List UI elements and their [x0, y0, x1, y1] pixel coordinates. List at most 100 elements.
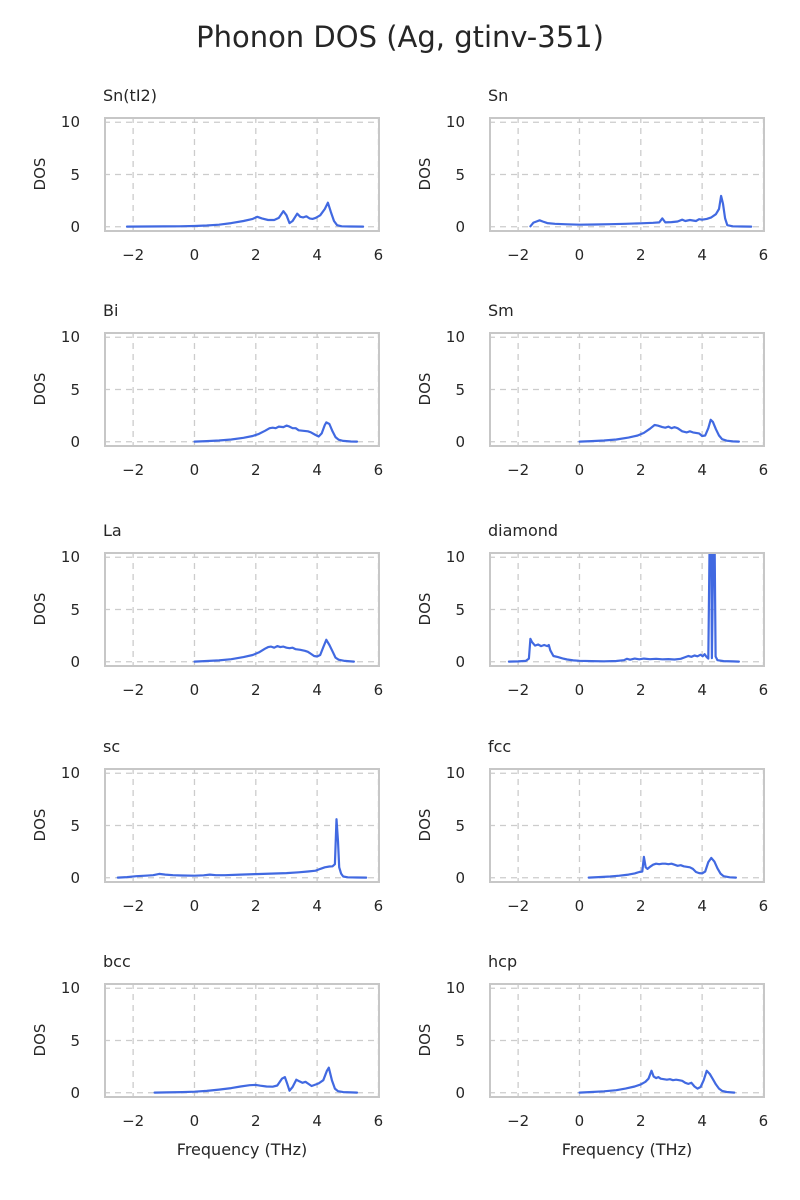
y-tick-label: 0	[70, 652, 80, 671]
dos-curve	[507, 552, 740, 663]
x-tick-label: 6	[373, 246, 384, 264]
axes-border	[489, 768, 765, 883]
subplot-title: bcc	[103, 952, 131, 971]
x-tick-label: 4	[312, 897, 322, 915]
x-tick-label: −2	[122, 461, 145, 479]
plot-area	[489, 332, 765, 447]
dos-curve	[153, 1066, 359, 1094]
plot-area	[489, 552, 765, 667]
axes-border	[489, 983, 765, 1098]
x-tick-label: 4	[697, 461, 707, 479]
y-tick-label: 5	[70, 165, 80, 184]
x-tick-label: 6	[758, 1112, 769, 1130]
dos-curve	[578, 1069, 736, 1094]
y-tick-label: 0	[70, 217, 80, 236]
axes-border	[489, 117, 765, 232]
x-tick-label: 2	[636, 681, 646, 699]
x-tick-label: −2	[507, 246, 530, 264]
y-tick-label: 0	[455, 432, 465, 451]
x-tick-label: 6	[758, 897, 769, 915]
x-tick-label: 0	[189, 246, 200, 264]
dos-curve	[116, 818, 368, 879]
x-tick-label: 4	[312, 1112, 322, 1130]
axes-border	[489, 332, 765, 447]
subplot-title: Sn	[488, 86, 509, 105]
axes-border	[104, 117, 380, 232]
dos-curve	[125, 201, 365, 228]
y-tick-label: 5	[455, 600, 465, 619]
x-tick-label: 4	[697, 681, 707, 699]
subplot-la: La DOS 0 5 10 −2 0 2 4 6	[31, 521, 383, 699]
plot-area	[104, 768, 380, 883]
plot-area	[489, 768, 765, 883]
subplot-title: diamond	[488, 521, 559, 540]
x-tick-label: 6	[758, 681, 769, 699]
subplot-sn: Sn DOS 0 5 10 −2 0 2 4 6	[416, 86, 768, 264]
y-tick-label: 10	[60, 113, 80, 132]
x-tick-label: 0	[574, 897, 585, 915]
x-tick-label: 0	[574, 461, 585, 479]
x-tick-label: 0	[189, 461, 200, 479]
y-tick-label: 0	[455, 652, 465, 671]
axes-border	[104, 983, 380, 1098]
y-tick-label: 10	[445, 113, 465, 132]
plot-area	[104, 117, 380, 232]
x-tick-label: −2	[507, 1112, 530, 1130]
x-tick-label: 2	[251, 246, 261, 264]
x-tick-label: 4	[697, 1112, 707, 1130]
x-tick-label: 4	[697, 246, 707, 264]
y-tick-label: 0	[70, 432, 80, 451]
y-tick-label: 10	[60, 548, 80, 567]
x-tick-label: 2	[251, 1112, 261, 1130]
subplot-title: fcc	[488, 737, 512, 756]
dos-curve	[193, 638, 355, 663]
subplot-hcp: hcp DOS 0 5 10 −2 0 2 4 6 Frequency (THz)	[416, 952, 768, 1159]
figure-title: Phonon DOS (Ag, gtinv-351)	[196, 20, 604, 54]
y-tick-label: 5	[70, 1031, 80, 1050]
x-tick-label: −2	[122, 246, 145, 264]
subplot-diamond: diamond DOS 0 5 10 −2 0 2 4 6	[416, 521, 768, 699]
y-tick-label: 0	[70, 868, 80, 887]
x-tick-label: 4	[697, 897, 707, 915]
x-tick-label: 0	[189, 681, 200, 699]
y-tick-label: 5	[455, 816, 465, 835]
y-tick-label: 0	[455, 868, 465, 887]
y-tick-label: 10	[445, 328, 465, 347]
subplot-sn-ti2-: Sn(tI2) DOS 0 5 10 −2 0 2 4 6	[31, 86, 383, 264]
x-tick-label: −2	[507, 681, 530, 699]
subplot-fcc: fcc DOS 0 5 10 −2 0 2 4 6	[416, 737, 768, 915]
y-tick-label: 0	[455, 1083, 465, 1102]
y-tick-label: 10	[445, 979, 465, 998]
x-tick-label: 6	[758, 461, 769, 479]
x-tick-label: 6	[758, 246, 769, 264]
axes-border	[104, 332, 380, 447]
subplot-title: Sn(tI2)	[103, 86, 157, 105]
y-tick-label: 5	[455, 380, 465, 399]
x-tick-label: −2	[122, 897, 145, 915]
x-tick-label: 6	[373, 897, 384, 915]
y-tick-label: 5	[70, 380, 80, 399]
x-tick-label: 0	[189, 1112, 200, 1130]
subplot-title: sc	[103, 737, 121, 756]
y-tick-label: 10	[60, 328, 80, 347]
subplot-bi: Bi DOS 0 5 10 −2 0 2 4 6	[31, 301, 383, 479]
x-tick-label: −2	[122, 681, 145, 699]
dos-curve	[529, 194, 753, 228]
subplot-sc: sc DOS 0 5 10 −2 0 2 4 6	[31, 737, 383, 915]
subplot-title: Sm	[488, 301, 514, 320]
y-tick-label: 0	[70, 1083, 80, 1102]
subplot-title: La	[103, 521, 122, 540]
y-tick-label: 10	[60, 764, 80, 783]
x-tick-label: 6	[373, 1112, 384, 1130]
x-axis-label: Frequency (THz)	[176, 1140, 308, 1159]
x-tick-label: 4	[312, 246, 322, 264]
x-tick-label: 4	[312, 461, 322, 479]
x-tick-label: 0	[574, 681, 585, 699]
subplot-title: Bi	[103, 301, 119, 320]
plot-area	[104, 332, 380, 447]
x-tick-label: −2	[122, 1112, 145, 1130]
y-tick-label: 0	[455, 217, 465, 236]
x-tick-label: 2	[636, 461, 646, 479]
y-tick-label: 5	[455, 165, 465, 184]
plot-area	[489, 983, 765, 1098]
